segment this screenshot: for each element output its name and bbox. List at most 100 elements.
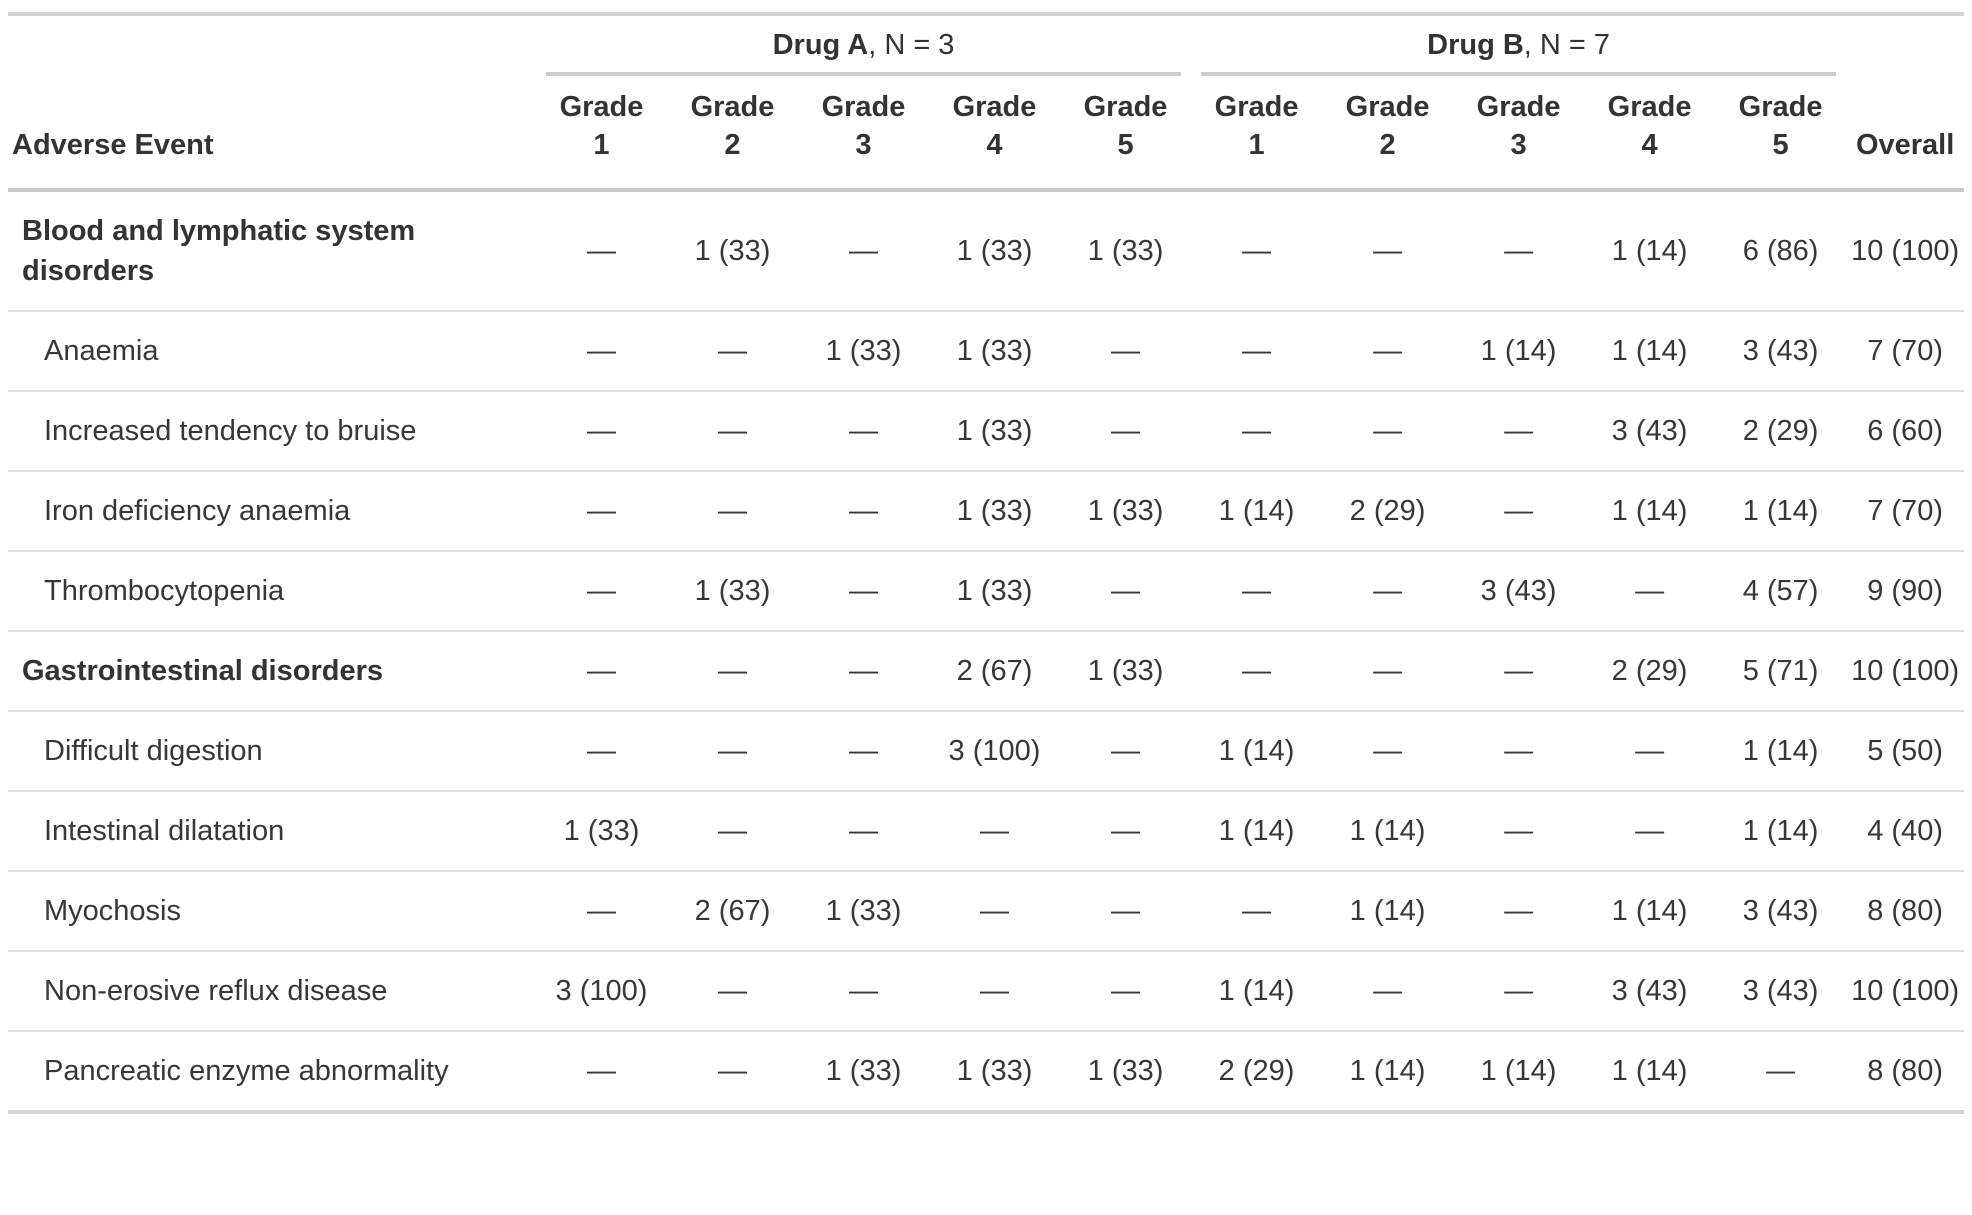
grade-cell: — xyxy=(1060,871,1192,952)
grade-word: Grade xyxy=(952,91,1037,123)
grade-cell: 3 (43) xyxy=(1715,871,1847,952)
grade-cell: 1 (33) xyxy=(667,190,798,312)
grade-cell: — xyxy=(1453,190,1585,312)
event-label: Iron deficiency anaemia xyxy=(8,471,536,552)
grade-cell: 1 (14) xyxy=(1584,471,1716,552)
grade-cell: — xyxy=(1060,711,1192,792)
grade-cell: 1 (14) xyxy=(1715,791,1847,872)
grade-cell: 3 (43) xyxy=(1584,951,1716,1032)
grade-cell: — xyxy=(667,951,798,1032)
grade-cell: — xyxy=(929,791,1060,872)
grade-word: Grade xyxy=(690,91,775,123)
adverse-events-table: Drug A, N = 3 Drug B, N = 7 Adverse Even… xyxy=(8,12,1965,1114)
grade-cell: — xyxy=(1191,631,1323,712)
overall-cell: 10 (100) xyxy=(1846,631,1965,712)
grade-cell: 1 (33) xyxy=(929,311,1060,392)
grade-cell: 1 (14) xyxy=(1322,791,1454,872)
grade-cell: — xyxy=(536,871,667,952)
table-body: Blood and lymphatic system disorders —1 (… xyxy=(8,190,1965,1112)
drug-a-spanner-rule xyxy=(546,72,1182,76)
grade-cell: 1 (33) xyxy=(929,190,1060,312)
grade-cell: — xyxy=(1191,190,1323,312)
grade-cell: — xyxy=(536,631,667,712)
event-row: Thrombocytopenia —1 (33) —1 (33) — — —3 (43) —… xyxy=(8,551,1965,632)
event-row: Non-erosive reflux disease 3 (100) — — — —1 (… xyxy=(8,951,1965,1032)
grade-cell: 1 (33) xyxy=(929,471,1060,552)
grade-cell: 2 (67) xyxy=(667,871,798,952)
grade-word: Grade xyxy=(1476,91,1561,123)
grade-cell: 1 (14) xyxy=(1453,311,1585,392)
spanner-spacer-right xyxy=(1846,14,1964,76)
grade-cell: 1 (14) xyxy=(1191,951,1323,1032)
grade-word: Grade xyxy=(1738,91,1823,123)
grade-cell: 4 (57) xyxy=(1715,551,1847,632)
event-label: Gastrointestinal disorders xyxy=(8,631,536,712)
overall-cell: 9 (90) xyxy=(1846,551,1965,632)
grade-cell: — xyxy=(1322,951,1454,1032)
grade-cell: — xyxy=(1191,391,1323,472)
overall-cell: 5 (50) xyxy=(1846,711,1965,792)
drug-a-spanner: Drug A, N = 3 xyxy=(536,14,1191,76)
grade-cell: — xyxy=(536,190,667,312)
grade-cell: — xyxy=(798,190,929,312)
grade-cell: 2 (67) xyxy=(929,631,1060,712)
grade-cell: 3 (43) xyxy=(1453,551,1585,632)
group-row: Gastrointestinal disorders — — —2 (67) 1 (33… xyxy=(8,631,1965,712)
spanner-spacer-left xyxy=(8,14,536,76)
grade-number: 4 xyxy=(1641,129,1658,161)
grade-cell: 1 (14) xyxy=(1715,711,1847,792)
grade-cell: 2 (29) xyxy=(1715,391,1847,472)
grade-cell: — xyxy=(1060,551,1192,632)
grade-word: Grade xyxy=(1607,91,1692,123)
grade-cell: — xyxy=(1453,711,1585,792)
overall-cell: 10 (100) xyxy=(1846,190,1965,312)
event-label: Intestinal dilatation xyxy=(8,791,536,872)
event-row: Difficult digestion — — —3 (100) —1 (14) — — —1… xyxy=(8,711,1965,792)
grade-cell: 1 (33) xyxy=(825,1055,902,1087)
overall-header: Overall xyxy=(1846,76,1965,192)
grade-cell: 1 (14) xyxy=(1584,190,1716,312)
table-header: Drug A, N = 3 Drug B, N = 7 Adverse Even… xyxy=(8,14,1965,192)
grade-cell: — xyxy=(1453,471,1585,552)
grade-cell: 1 (33) xyxy=(1060,631,1192,712)
grade-word: Grade xyxy=(1345,91,1430,123)
grade-cell: — xyxy=(718,1055,747,1087)
grade-header-b-4: Grade 4 xyxy=(1584,76,1716,192)
grade-cell: 1 (14) xyxy=(1480,1055,1557,1087)
grade-cell: 2 (29) xyxy=(1322,471,1454,552)
grade-cell: — xyxy=(1322,711,1454,792)
grade-cell: 5 (71) xyxy=(1715,631,1847,712)
grade-cell: 3 (43) xyxy=(1584,391,1716,472)
grade-cell: 1 (14) xyxy=(1715,471,1847,552)
drug-b-spanner: Drug B, N = 7 xyxy=(1191,14,1846,76)
grade-cell: 1 (14) xyxy=(1349,1055,1426,1087)
event-row: Anaemia — —1 (33) 1 (33) — — —1 (14) 1 (14) 3 (4… xyxy=(8,311,1965,392)
grade-number: 1 xyxy=(1248,129,1265,161)
event-row: Intestinal dilatation 1 (33) — — — —1 (14) 1 (… xyxy=(8,791,1965,872)
grade-header-b-3: Grade 3 xyxy=(1453,76,1585,192)
grade-cell: — xyxy=(1060,951,1192,1032)
grade-cell: — xyxy=(1453,391,1585,472)
column-header-row: Adverse Event Grade 1 Grade 2 Grade 3 Grade 4 Gr… xyxy=(8,76,1965,192)
grade-cell: — xyxy=(536,471,667,552)
grade-cell: — xyxy=(798,711,929,792)
grade-cell: — xyxy=(536,391,667,472)
group-row: Blood and lymphatic system disorders —1 (… xyxy=(8,190,1965,312)
event-label: Non-erosive reflux disease xyxy=(8,951,536,1032)
grade-number: 3 xyxy=(855,129,872,161)
grade-cell: — xyxy=(1322,551,1454,632)
grade-cell: — xyxy=(1453,871,1585,952)
event-row: Iron deficiency anaemia — — —1 (33) 1 (33) 1 … xyxy=(8,471,1965,552)
grade-number: 2 xyxy=(724,129,741,161)
grade-header-a-5: Grade 5 xyxy=(1060,76,1192,192)
grade-cell: 1 (14) xyxy=(1584,871,1716,952)
drug-a-spanner-label: Drug A, N = 3 xyxy=(536,26,1191,64)
grade-cell: 3 (100) xyxy=(929,711,1060,792)
grade-cell: — xyxy=(1584,791,1716,872)
grade-number: 5 xyxy=(1772,129,1789,161)
adverse-event-header: Adverse Event xyxy=(8,76,536,192)
overall-cell: 7 (70) xyxy=(1846,471,1965,552)
grade-cell: 6 (86) xyxy=(1715,190,1847,312)
event-label: Pancreatic enzyme abnormality xyxy=(44,1055,449,1087)
grade-number: 5 xyxy=(1117,129,1134,161)
